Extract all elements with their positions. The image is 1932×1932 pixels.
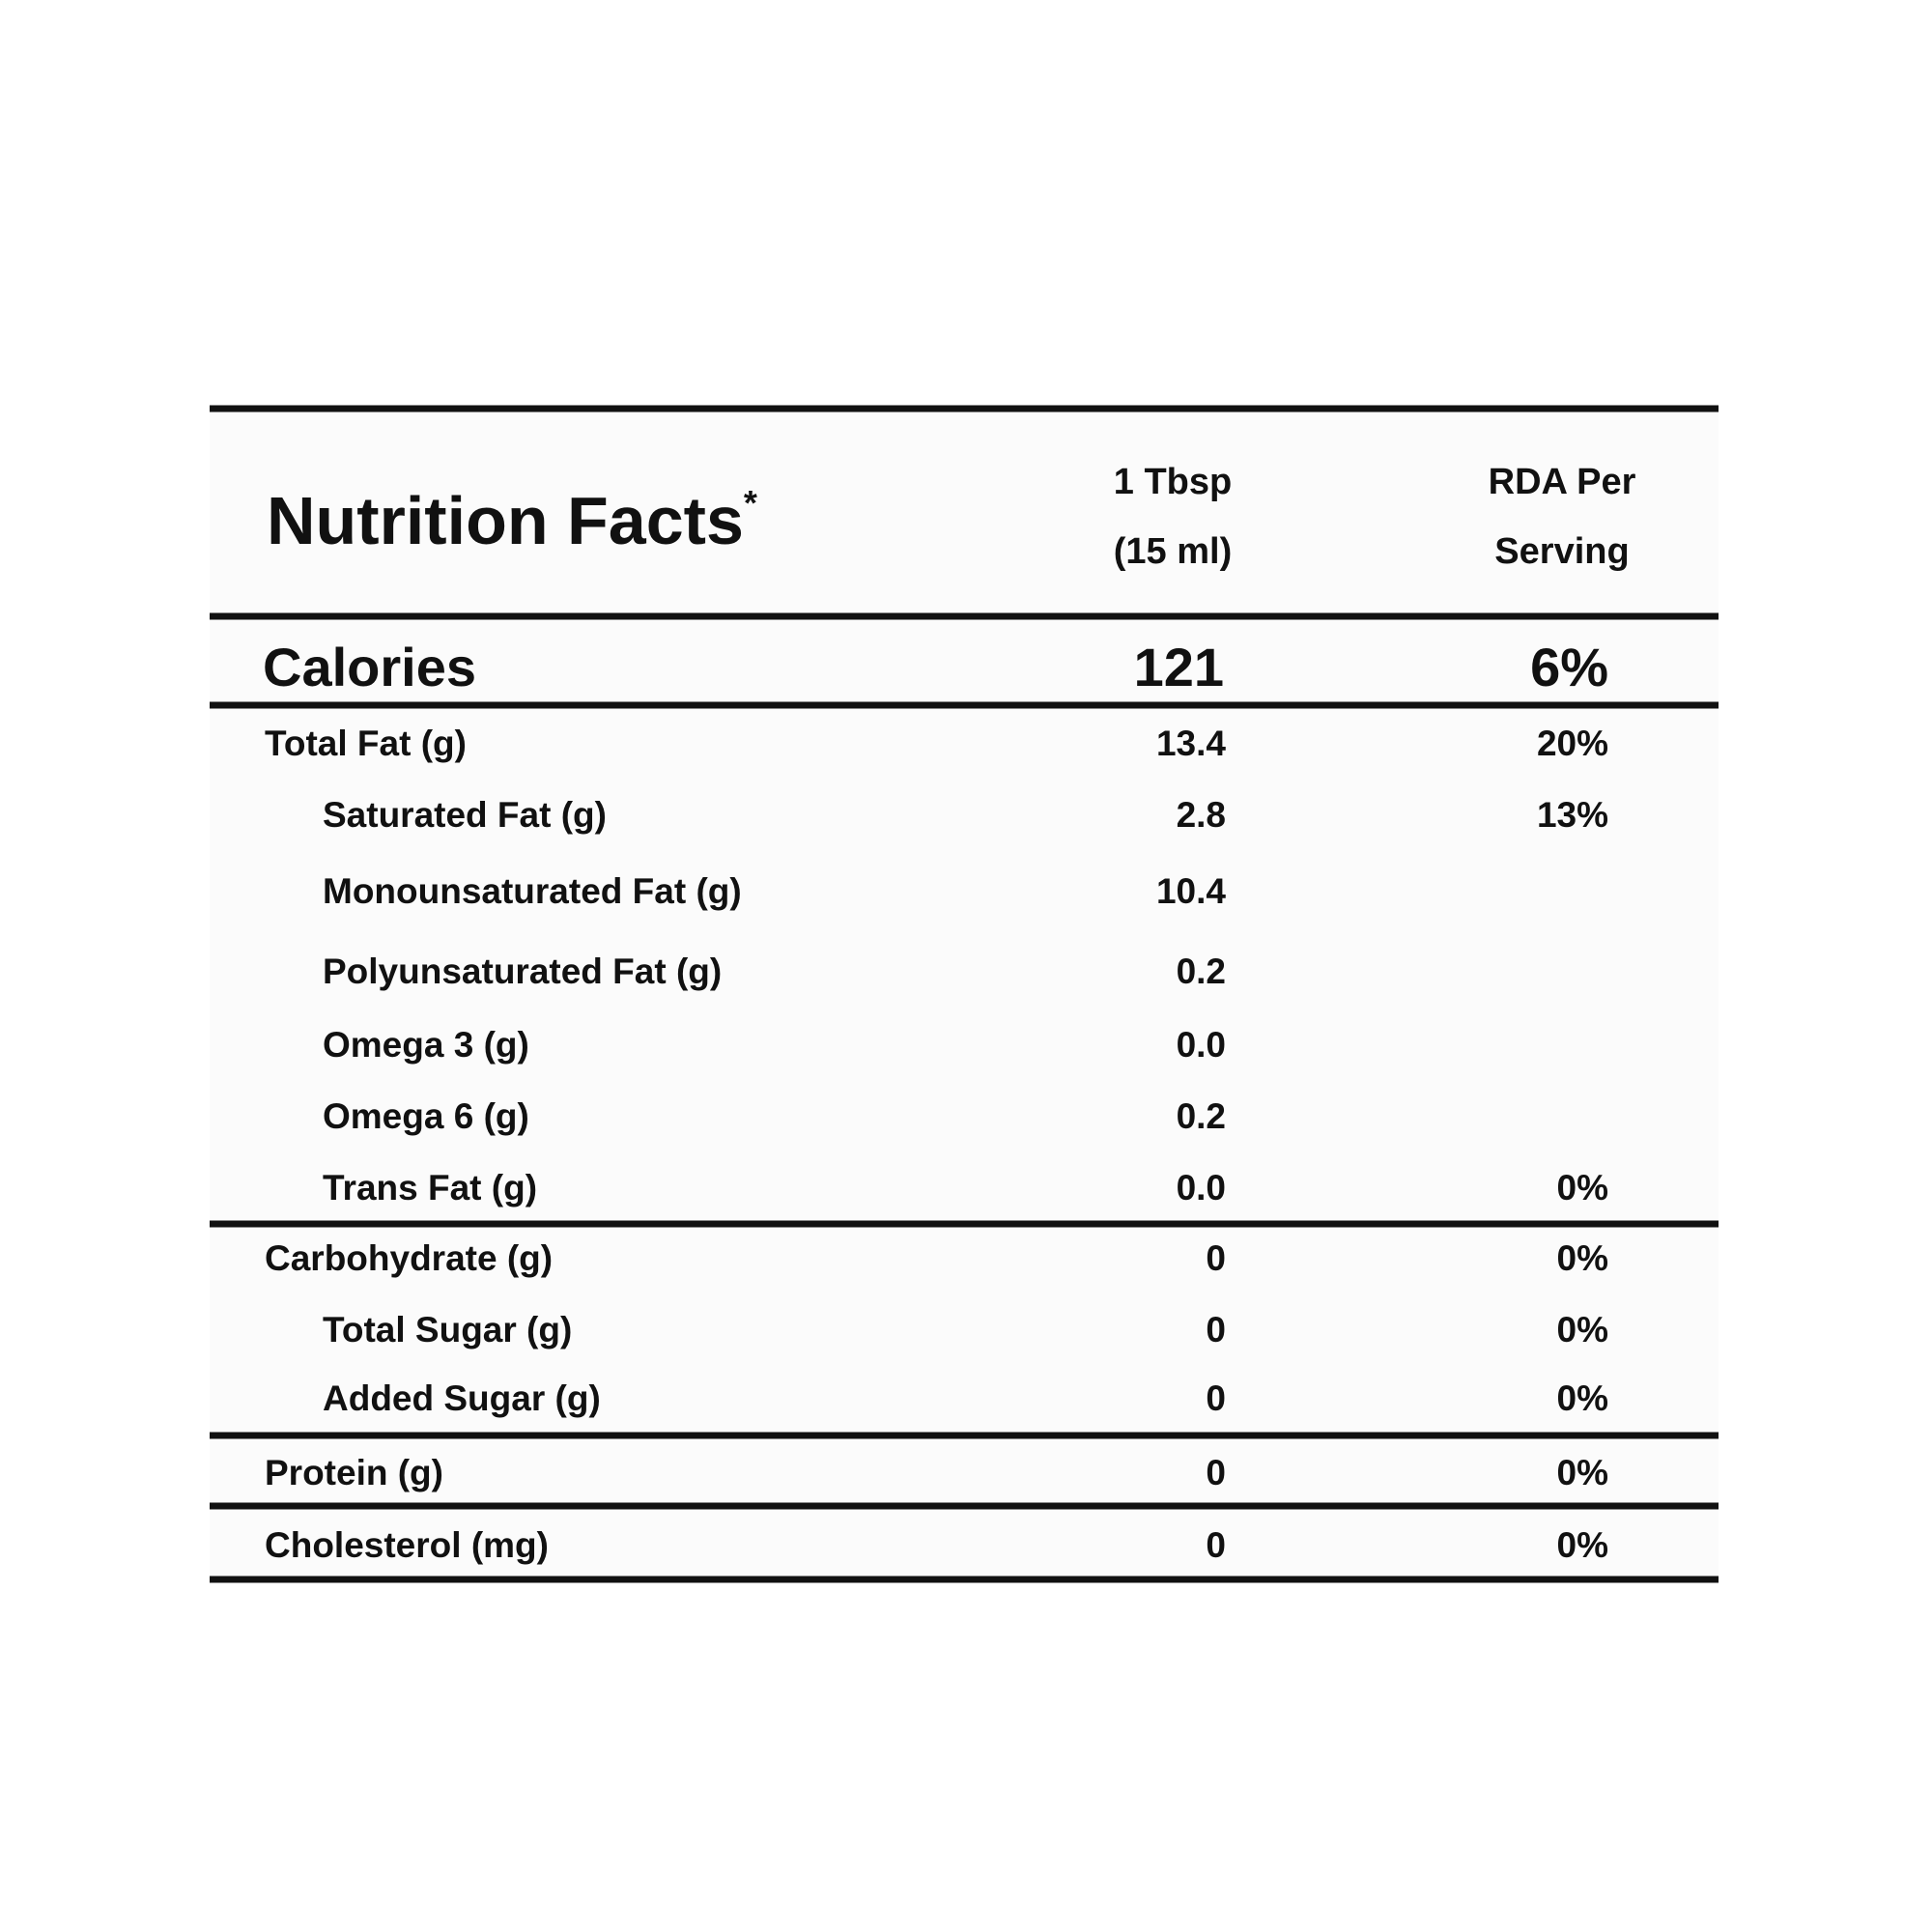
row-label: Monounsaturated Fat (g) <box>323 871 742 911</box>
row-label: Trans Fat (g) <box>323 1168 537 1208</box>
row-label: Added Sugar (g) <box>323 1378 601 1418</box>
row-amount: 0.2 <box>1177 1096 1226 1136</box>
row-label: Total Fat (g) <box>265 724 467 763</box>
row-label: Protein (g) <box>265 1453 443 1492</box>
column-header: RDA Per <box>1489 462 1636 502</box>
row-rda: 0% <box>1557 1310 1608 1350</box>
row-label: Saturated Fat (g) <box>323 795 607 835</box>
row-label: Omega 3 (g) <box>323 1025 529 1065</box>
row-amount: 0.2 <box>1177 952 1226 991</box>
title-mark: * <box>744 483 757 523</box>
row-amount: 0.0 <box>1177 1025 1226 1065</box>
column-header: 1 Tbsp <box>1114 462 1232 502</box>
calories-amount: 121 <box>1134 637 1224 697</box>
row-rda: 0% <box>1557 1525 1608 1565</box>
row-rda: 0% <box>1557 1378 1608 1418</box>
row-amount: 0 <box>1206 1238 1226 1278</box>
label-panel <box>210 409 1719 1582</box>
row-label: Total Sugar (g) <box>323 1310 572 1350</box>
row-rda: 13% <box>1537 795 1608 835</box>
calories-rda: 6% <box>1530 637 1608 697</box>
row-amount: 13.4 <box>1156 724 1226 763</box>
column-header: (15 ml) <box>1114 531 1232 572</box>
calories-label: Calories <box>263 637 476 697</box>
row-label: Polyunsaturated Fat (g) <box>323 952 722 991</box>
row-amount: 0 <box>1206 1453 1226 1492</box>
row-amount: 0 <box>1206 1310 1226 1350</box>
row-amount: 0 <box>1206 1525 1226 1565</box>
row-label: Cholesterol (mg) <box>265 1525 549 1565</box>
row-amount: 2.8 <box>1177 795 1226 835</box>
row-label: Carbohydrate (g) <box>265 1238 553 1278</box>
row-rda: 0% <box>1557 1238 1608 1278</box>
column-header: Serving <box>1494 531 1629 572</box>
row-rda: 0% <box>1557 1453 1608 1492</box>
row-amount: 0 <box>1206 1378 1226 1418</box>
title: Nutrition Facts* <box>267 483 757 559</box>
row-amount: 0.0 <box>1177 1168 1226 1208</box>
row-label: Omega 6 (g) <box>323 1096 529 1136</box>
title-text: Nutrition Facts <box>267 483 744 558</box>
row-rda: 0% <box>1557 1168 1608 1208</box>
row-amount: 10.4 <box>1156 871 1226 911</box>
row-rda: 20% <box>1537 724 1608 763</box>
